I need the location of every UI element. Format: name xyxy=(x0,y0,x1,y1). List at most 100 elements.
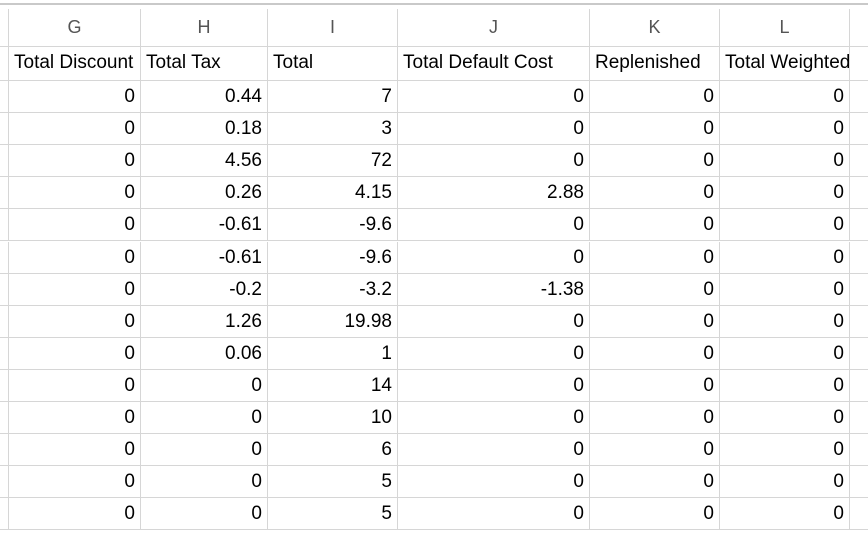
cell[interactable]: 0 xyxy=(398,209,590,242)
cell-partial xyxy=(850,466,868,499)
cell[interactable]: 0 xyxy=(141,369,268,402)
cell[interactable]: 0 xyxy=(590,402,720,435)
cell[interactable]: 0 xyxy=(720,498,850,531)
cell-partial xyxy=(850,338,868,370)
cell[interactable]: 6 xyxy=(268,434,398,467)
cell[interactable]: 0 xyxy=(590,209,720,242)
header-cell[interactable]: Total xyxy=(268,47,398,81)
cell[interactable]: 0 xyxy=(720,434,850,467)
cell[interactable]: 10 xyxy=(268,402,398,435)
header-cell[interactable]: Total Weighted xyxy=(720,47,850,81)
cell[interactable]: 19.98 xyxy=(268,305,398,338)
cell[interactable]: 0 xyxy=(9,337,141,370)
cell[interactable]: 0 xyxy=(9,466,141,499)
cell[interactable]: 0 xyxy=(9,434,141,467)
cell[interactable]: 5 xyxy=(268,466,398,499)
cell[interactable]: 0 xyxy=(590,273,720,306)
cell[interactable]: 0 xyxy=(590,145,720,178)
cell[interactable]: 0 xyxy=(720,466,850,499)
cell[interactable]: 0 xyxy=(398,402,590,435)
header-cell[interactable]: Replenished xyxy=(590,47,720,81)
cell[interactable]: 0 xyxy=(9,498,141,531)
cell[interactable]: 0 xyxy=(398,434,590,467)
cell[interactable]: 7 xyxy=(268,81,398,114)
cell[interactable]: 0 xyxy=(720,273,850,306)
cell[interactable]: 0.18 xyxy=(141,113,268,146)
cell[interactable]: 0 xyxy=(141,498,268,531)
column-letter[interactable]: G xyxy=(9,9,141,47)
column-letter[interactable]: L xyxy=(720,9,850,47)
cell[interactable]: 3 xyxy=(268,113,398,146)
cell[interactable]: -0.61 xyxy=(141,241,268,274)
cell[interactable]: 0 xyxy=(720,209,850,242)
cell[interactable]: -0.2 xyxy=(141,273,268,306)
cell[interactable]: 5 xyxy=(268,498,398,531)
cell[interactable]: 0.06 xyxy=(141,337,268,370)
column-letter[interactable]: H xyxy=(141,9,268,47)
cell[interactable]: 0 xyxy=(398,337,590,370)
cell[interactable]: 0 xyxy=(720,305,850,338)
cell[interactable]: 0 xyxy=(590,81,720,114)
cell[interactable]: 0 xyxy=(398,369,590,402)
cell[interactable]: 0 xyxy=(590,434,720,467)
cell[interactable]: 0 xyxy=(9,402,141,435)
cell[interactable]: 2.88 xyxy=(398,177,590,210)
cell[interactable]: 0 xyxy=(141,466,268,499)
cell[interactable]: 0 xyxy=(590,113,720,146)
cell[interactable]: 0 xyxy=(720,369,850,402)
cell[interactable]: 4.15 xyxy=(268,177,398,210)
cell[interactable]: 0 xyxy=(9,273,141,306)
cell[interactable]: 0 xyxy=(9,81,141,114)
cell[interactable]: 0 xyxy=(9,113,141,146)
cell[interactable]: 0 xyxy=(720,113,850,146)
cell[interactable]: 14 xyxy=(268,369,398,402)
cell[interactable]: 0 xyxy=(720,402,850,435)
cell[interactable]: 0 xyxy=(720,145,850,178)
cell[interactable]: 0 xyxy=(141,434,268,467)
cell[interactable]: 4.56 xyxy=(141,145,268,178)
header-cell[interactable]: Total Default Cost xyxy=(398,47,590,81)
cell[interactable]: 0 xyxy=(398,241,590,274)
cell[interactable]: 72 xyxy=(268,145,398,178)
cell[interactable]: 0 xyxy=(9,369,141,402)
cell[interactable]: -0.61 xyxy=(141,209,268,242)
cell[interactable]: 0 xyxy=(590,498,720,531)
cell[interactable]: 0 xyxy=(9,209,141,242)
header-cell[interactable]: Total Discount xyxy=(9,47,141,81)
cell[interactable]: 0 xyxy=(398,145,590,178)
cell[interactable]: 0 xyxy=(398,113,590,146)
cell[interactable]: 0 xyxy=(590,241,720,274)
cell[interactable]: 0 xyxy=(398,498,590,531)
cell[interactable]: 0 xyxy=(9,305,141,338)
cell[interactable]: 0 xyxy=(590,177,720,210)
cell[interactable]: 0 xyxy=(9,241,141,274)
cell[interactable]: 0 xyxy=(141,402,268,435)
cell[interactable]: 0 xyxy=(9,177,141,210)
cell[interactable]: 0 xyxy=(720,177,850,210)
cell[interactable]: 0 xyxy=(720,241,850,274)
cell[interactable]: 0.44 xyxy=(141,81,268,114)
cell[interactable]: 0 xyxy=(590,369,720,402)
cell[interactable]: -3.2 xyxy=(268,273,398,306)
cell[interactable]: 0 xyxy=(590,305,720,338)
column-letter[interactable]: I xyxy=(268,9,398,47)
cell[interactable]: 1.26 xyxy=(141,305,268,338)
cell[interactable]: -1.38 xyxy=(398,273,590,306)
cell[interactable]: -9.6 xyxy=(268,241,398,274)
cell[interactable]: -9.6 xyxy=(268,209,398,242)
cell[interactable]: 0 xyxy=(398,305,590,338)
header-cell[interactable]: Total Tax xyxy=(141,47,268,81)
cell[interactable]: 0 xyxy=(398,81,590,114)
cell[interactable]: 0 xyxy=(590,337,720,370)
column-letter[interactable]: J xyxy=(398,9,590,47)
cell[interactable]: 0 xyxy=(398,466,590,499)
cell-partial xyxy=(0,305,9,338)
cell[interactable]: 1 xyxy=(268,337,398,370)
column-letter[interactable]: K xyxy=(590,9,720,47)
cell[interactable]: 0 xyxy=(720,81,850,114)
cell[interactable]: 0 xyxy=(9,145,141,178)
cell[interactable]: 0 xyxy=(720,337,850,370)
cell[interactable]: 0.26 xyxy=(141,177,268,210)
cell-partial xyxy=(850,434,868,467)
cell[interactable]: 0 xyxy=(590,466,720,499)
